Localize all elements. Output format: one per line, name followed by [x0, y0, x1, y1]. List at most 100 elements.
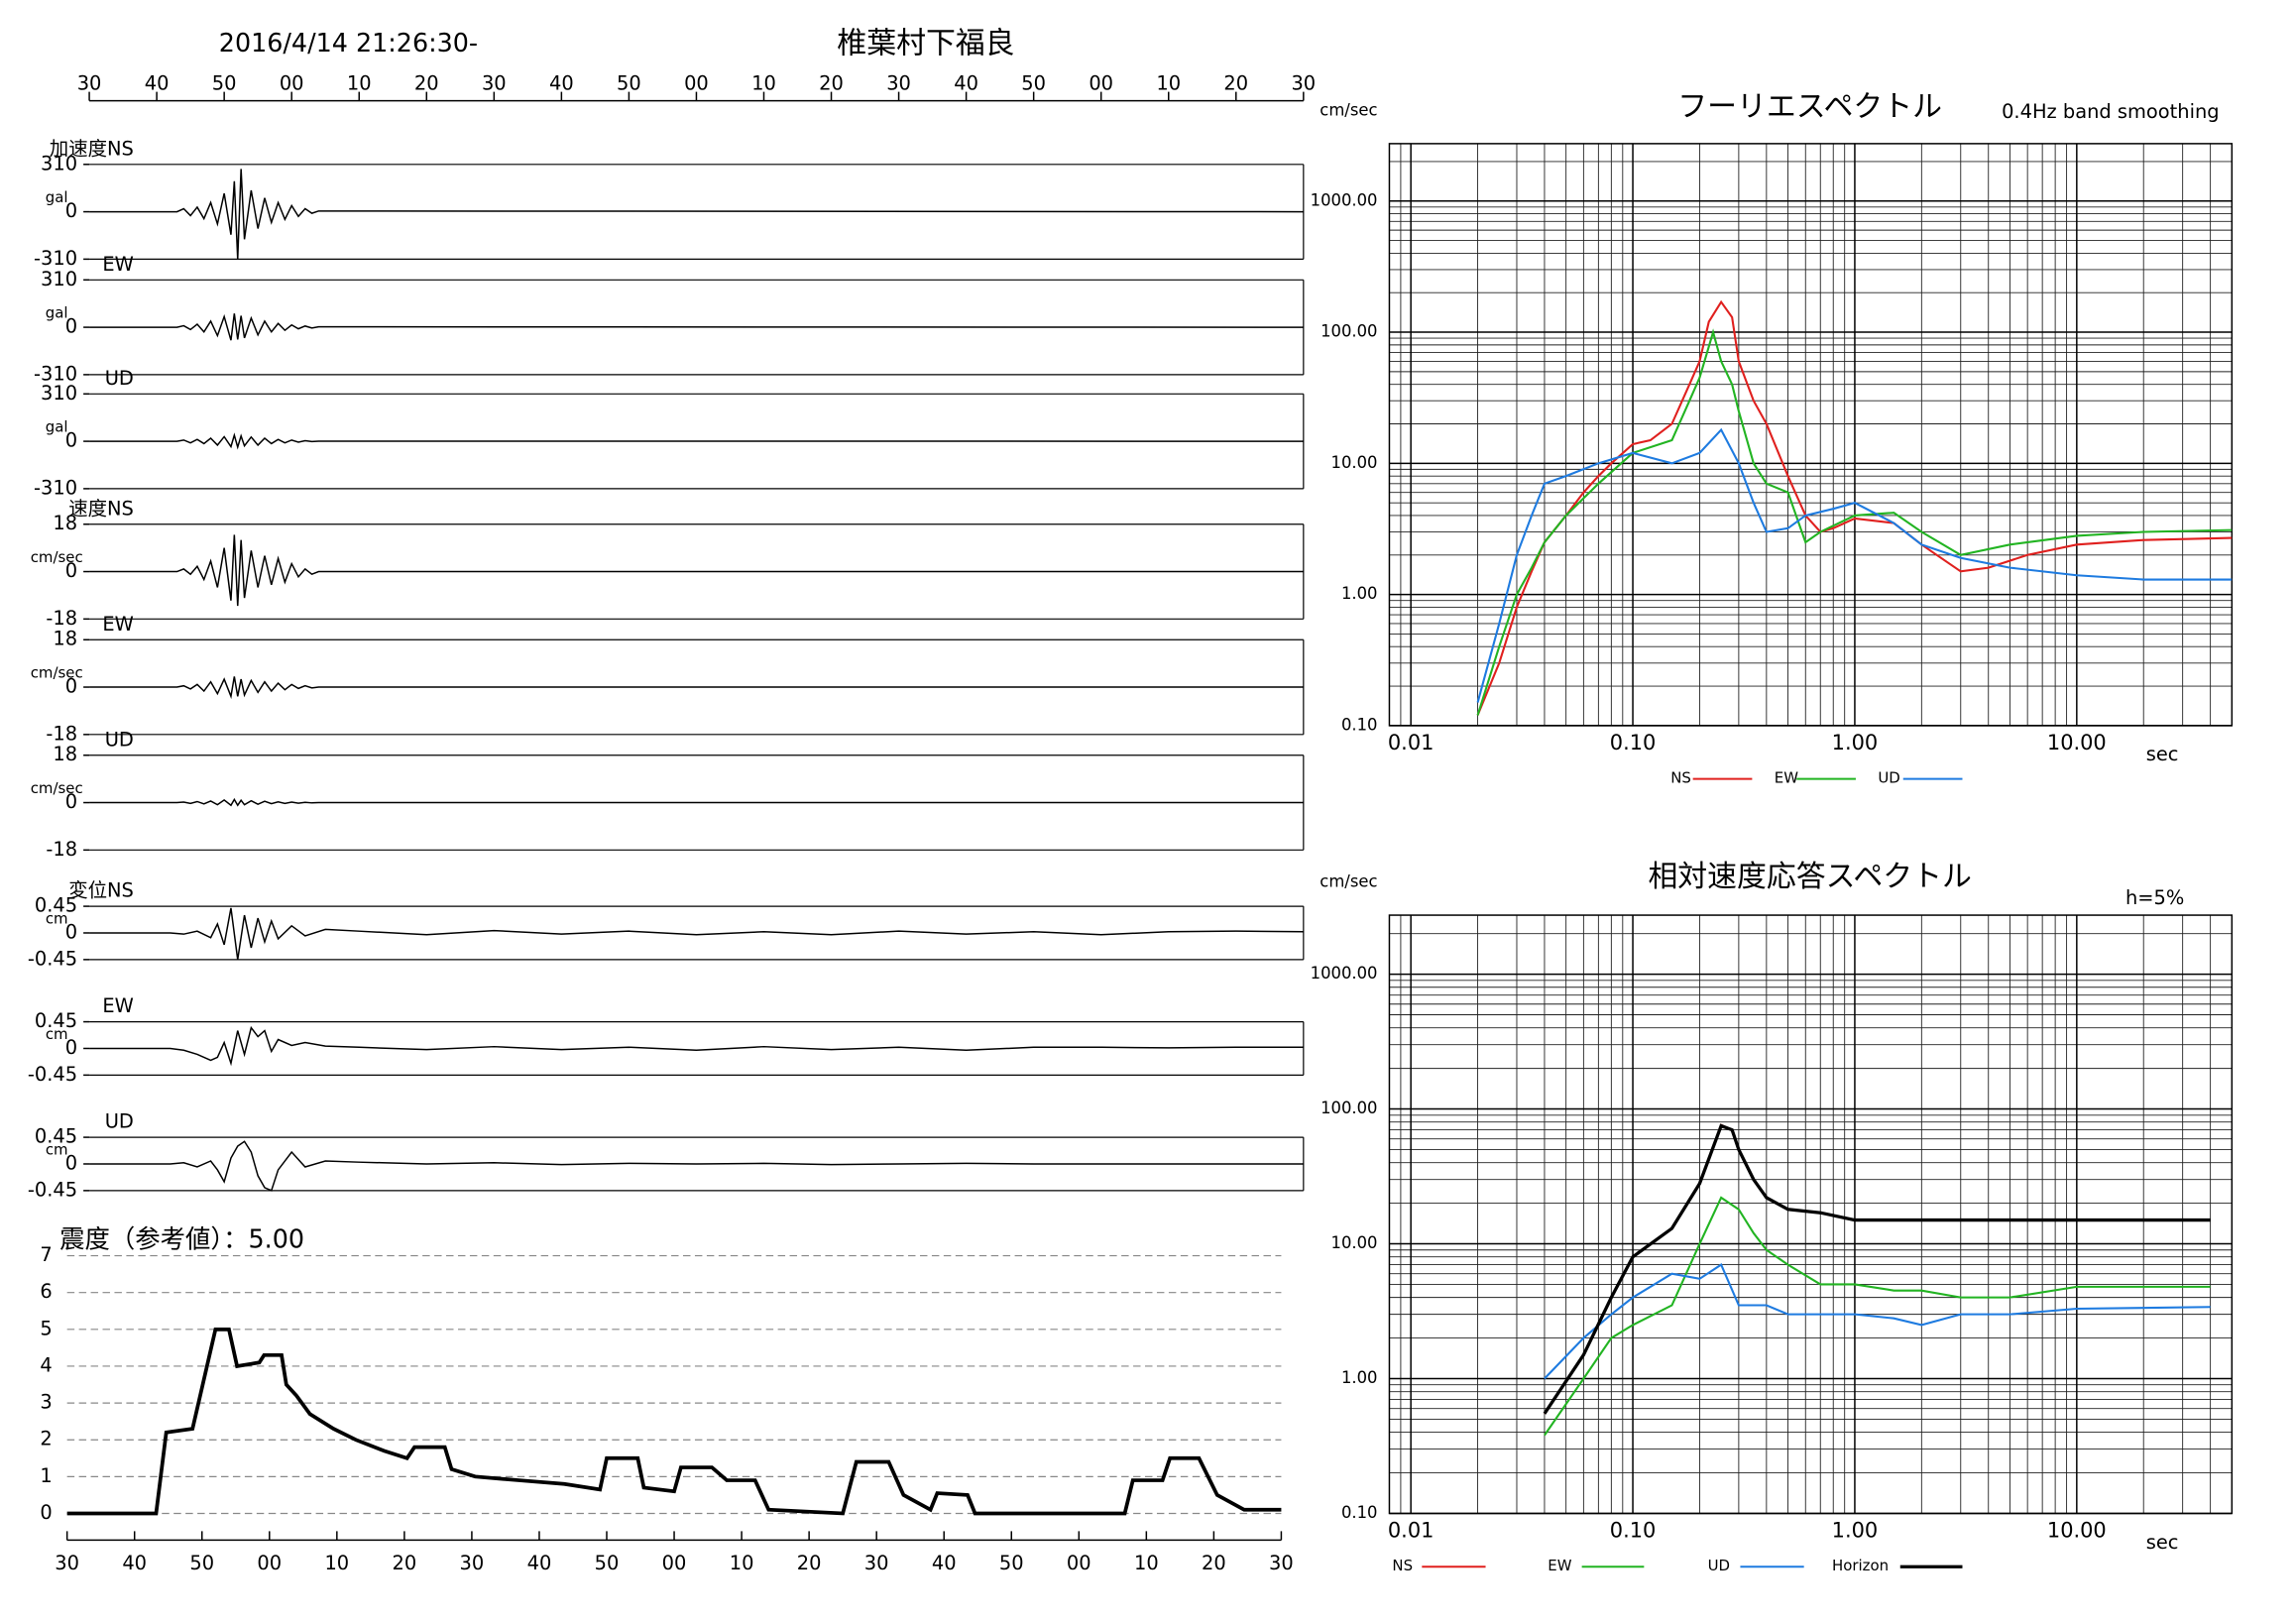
- x-tick-label: 00: [662, 1552, 687, 1574]
- y-tick-label: 7: [40, 1243, 52, 1266]
- spectrum-line: [1476, 299, 2233, 716]
- x-tick-label: 10: [1134, 1552, 1159, 1574]
- y-tick-label: -310: [34, 247, 77, 270]
- y-tick-label: 1.00: [1341, 584, 1378, 603]
- unit-label: cm: [46, 1025, 68, 1043]
- x-tick-label: 20: [414, 72, 439, 95]
- x-tick-label: 40: [145, 72, 170, 95]
- x-axis-unit: sec: [2146, 743, 2179, 765]
- y-tick-label: 0: [65, 920, 77, 943]
- x-tick-label: 30: [1291, 72, 1316, 95]
- component-label: EW: [102, 994, 133, 1017]
- y-tick-label: 0.10: [1341, 1503, 1378, 1522]
- y-tick-label: 0.45: [35, 1009, 77, 1032]
- y-tick-label: 0.45: [35, 894, 77, 917]
- legend-label: NS: [1670, 769, 1691, 787]
- x-tick-label: 10: [751, 72, 776, 95]
- component-label: 変位NS: [68, 879, 134, 902]
- x-tick-label: 0.01: [1388, 1518, 1435, 1542]
- component-label: 速度NS: [68, 497, 134, 520]
- x-tick-label: 40: [954, 72, 978, 95]
- x-tick-label: 50: [1021, 72, 1046, 95]
- y-tick-label: 0: [40, 1501, 52, 1524]
- y-tick-label: 6: [40, 1280, 52, 1303]
- x-tick-label: 10: [347, 72, 372, 95]
- y-tick-label: 0: [65, 429, 77, 452]
- spectrum-line: [1544, 1263, 2211, 1380]
- waveform-trace: [89, 1140, 1304, 1192]
- header-date: 2016/4/14 21:26:30-: [219, 28, 478, 58]
- y-tick-label: 100.00: [1320, 322, 1377, 341]
- x-tick-label: 50: [595, 1552, 620, 1574]
- y-tick-label: 0: [65, 1036, 77, 1059]
- y-tick-label: 3: [40, 1391, 52, 1414]
- y-tick-label: 1000.00: [1311, 964, 1378, 983]
- x-tick-label: 1.00: [1832, 731, 1879, 754]
- spectrum-title: 相対速度応答スペクトル: [1648, 860, 1971, 894]
- y-axis-unit: cm/sec: [1320, 872, 1377, 891]
- waveform-trace: [89, 797, 1304, 807]
- x-tick-label: 30: [55, 1552, 79, 1574]
- x-tick-label: 10.00: [2047, 731, 2107, 754]
- x-tick-label: 30: [482, 72, 507, 95]
- y-tick-label: 1: [40, 1464, 52, 1487]
- x-tick-label: 20: [797, 1552, 822, 1574]
- intensity-title: 震度（参考値）：5.00: [59, 1224, 304, 1254]
- waveform-trace: [89, 1025, 1304, 1067]
- legend-label: EW: [1775, 769, 1798, 787]
- x-tick-label: 30: [1269, 1552, 1294, 1574]
- unit-label: cm/sec: [31, 548, 83, 566]
- y-tick-label: 18: [53, 512, 77, 534]
- y-tick-label: 1000.00: [1311, 190, 1378, 209]
- waveform-trace: [89, 534, 1304, 607]
- component-label: EW: [102, 613, 133, 636]
- x-tick-label: 00: [1089, 72, 1113, 95]
- legend-label: NS: [1392, 1557, 1413, 1574]
- x-tick-label: 20: [1202, 1552, 1226, 1574]
- y-tick-label: -0.45: [28, 947, 77, 970]
- x-tick-label: 00: [684, 72, 709, 95]
- component-label: UD: [105, 1110, 134, 1133]
- x-tick-label: 00: [257, 1552, 282, 1574]
- spectrum-line: [1544, 1196, 2211, 1437]
- x-tick-label: 0.10: [1610, 731, 1657, 754]
- y-tick-label: -18: [46, 607, 77, 630]
- x-tick-label: 1.00: [1832, 1518, 1879, 1542]
- legend-label: UD: [1878, 769, 1899, 787]
- unit-label: cm/sec: [31, 664, 83, 682]
- y-tick-label: 100.00: [1320, 1099, 1377, 1117]
- x-tick-label: 20: [819, 72, 844, 95]
- spectrum-title: フーリエスペクトル: [1677, 90, 1942, 125]
- x-tick-label: 50: [212, 72, 237, 95]
- x-tick-label: 40: [932, 1552, 957, 1574]
- y-tick-label: 0: [65, 675, 77, 698]
- plot-frame: [1388, 914, 2234, 1515]
- plot-frame: [1388, 143, 2234, 727]
- y-tick-label: 1.00: [1341, 1368, 1378, 1387]
- unit-label: gal: [46, 188, 68, 206]
- legend-label: EW: [1548, 1557, 1571, 1574]
- x-tick-label: 20: [393, 1552, 417, 1574]
- legend-label: UD: [1708, 1557, 1730, 1574]
- y-tick-label: -18: [46, 722, 77, 745]
- x-tick-label: 10: [1156, 72, 1181, 95]
- y-tick-label: -310: [34, 476, 77, 499]
- y-tick-label: -18: [46, 838, 77, 861]
- y-tick-label: -0.45: [28, 1178, 77, 1201]
- spectrum-line: [1476, 328, 2233, 716]
- waveform-trace: [89, 313, 1304, 341]
- y-tick-label: -310: [34, 362, 77, 385]
- waveform-trace: [89, 676, 1304, 700]
- x-tick-label: 00: [280, 72, 304, 95]
- y-tick-label: 310: [41, 152, 77, 174]
- y-tick-label: 10.00: [1331, 1233, 1378, 1252]
- y-tick-label: 18: [53, 628, 77, 650]
- x-tick-label: 30: [460, 1552, 485, 1574]
- x-tick-label: 50: [189, 1552, 214, 1574]
- y-tick-label: 0.10: [1341, 715, 1378, 734]
- y-tick-label: 0: [65, 1151, 77, 1174]
- x-tick-label: 20: [1223, 72, 1248, 95]
- component-label: UD: [105, 728, 134, 751]
